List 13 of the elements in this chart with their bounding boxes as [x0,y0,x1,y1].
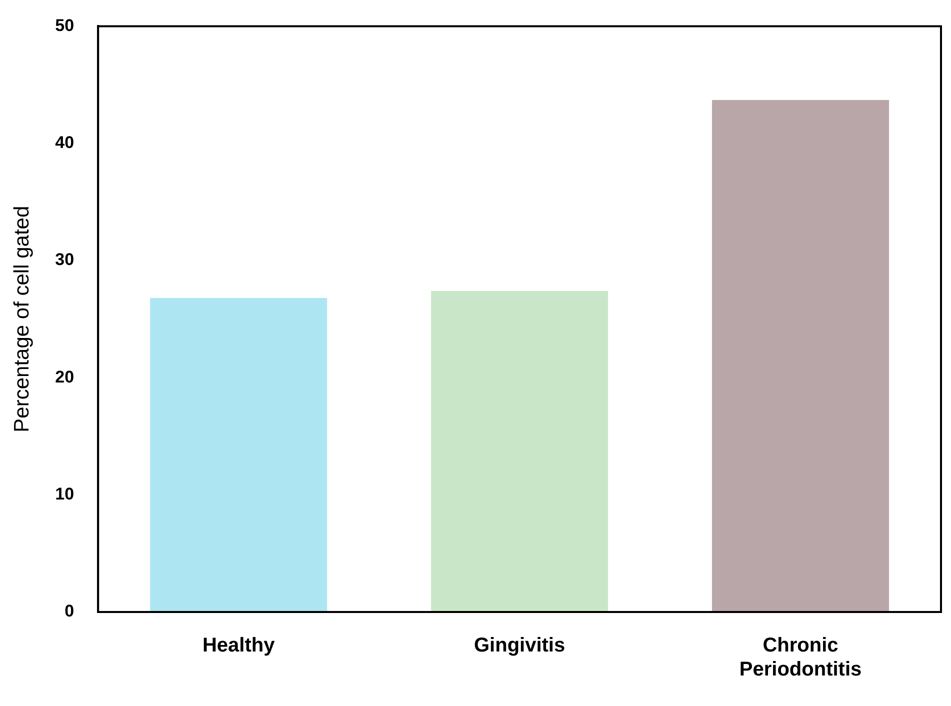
y-tick-label: 50 [55,16,74,35]
x-tick-label: Gingivitis [474,634,566,657]
bar [431,290,608,612]
x-tick-label: Healthy [202,634,276,657]
bar [712,100,890,612]
y-tick-label: 40 [55,133,74,152]
y-tick-label: 0 [64,602,74,621]
bar [150,298,328,612]
y-axis-title: Percentage of cell gated [10,206,34,432]
y-tick-label: 30 [55,250,74,270]
x-tick-label: Chronic Periodontitis [739,634,862,681]
y-tick-label: 10 [55,484,74,504]
y-tick-label: 20 [55,367,74,386]
